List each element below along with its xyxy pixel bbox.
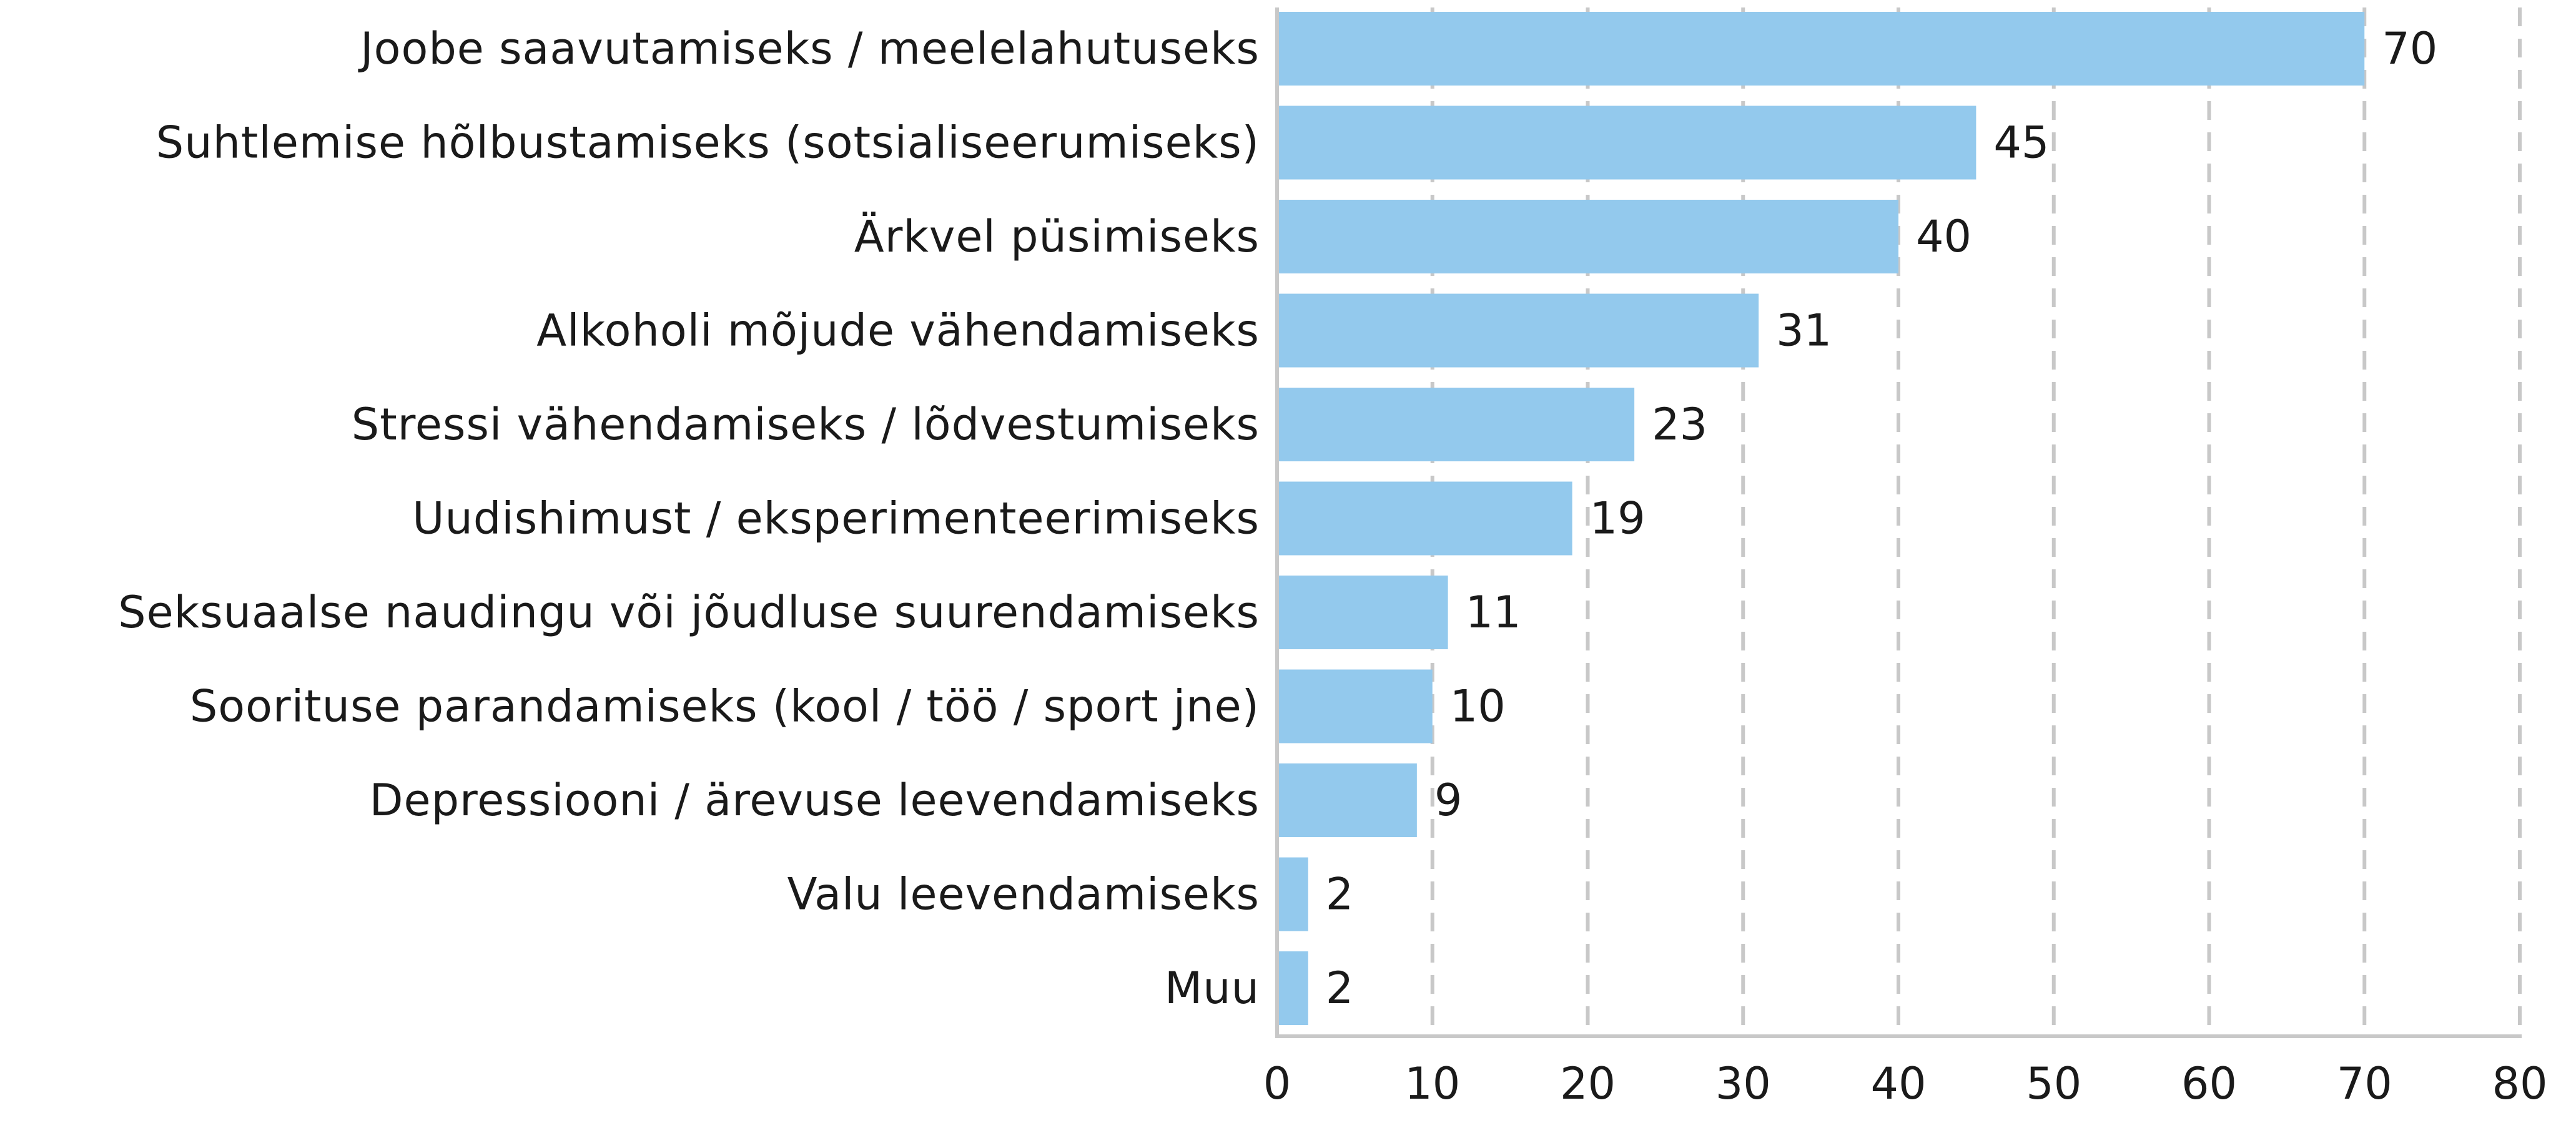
x-tick-label: 50 [2026,1058,2081,1109]
x-tick-label: 30 [1715,1058,1771,1109]
bar [1278,669,1433,743]
bar [1278,200,1898,273]
data-label: 45 [1993,117,2049,169]
data-label: 10 [1450,681,1506,732]
x-tick-label: 80 [2492,1058,2547,1109]
category-label: Suhtlemise hõlbustamiseks (sotsialiseeru… [156,117,1260,169]
x-tick-label: 20 [1560,1058,1616,1109]
data-label: 9 [1434,775,1463,826]
data-label: 11 [1466,587,1521,638]
bars-layer [1278,12,2365,1025]
category-label: Alkoholi mõjude vähendamiseks [536,305,1260,356]
category-label: Soorituse parandamiseks (kool / töö / sp… [190,681,1260,732]
category-label: Uudishimust / eksperimenteerimiseks [412,493,1260,544]
bar [1278,951,1308,1025]
data-label: 19 [1590,493,1646,544]
category-label: Joobe saavutamiseks / meelelahutuseks [358,23,1260,74]
bar [1278,763,1417,837]
category-label: Ärkvel püsimiseks [854,211,1260,262]
data-label: 70 [2382,23,2437,74]
category-label: Seksuaalse naudingu või jõudluse suurend… [118,587,1260,638]
bar [1278,576,1448,649]
bar [1278,481,1572,556]
x-tick-label: 10 [1404,1058,1460,1109]
bar [1278,857,1308,931]
axis-layer [1275,7,2522,1038]
data-label: 40 [1916,211,1971,262]
x-tick-label: 70 [2337,1058,2392,1109]
bar [1278,105,1976,180]
x-tick-label: 40 [1870,1058,1926,1109]
category-label: Depressiooni / ärevuse leevendamiseks [370,775,1260,826]
category-label: Muu [1165,963,1260,1014]
category-label: Valu leevendamiseks [787,869,1260,920]
category-label: Stressi vähendamiseks / lõdvestumiseks [352,399,1260,450]
labels-layer: 0 10 20 30 40 50 60 70 80 Joobe saavutamiseks / m… [118,23,2547,1109]
data-label: 31 [1776,305,1832,356]
x-tick-label: 60 [2181,1058,2237,1109]
x-tick-label: 0 [1263,1058,1291,1109]
data-label: 23 [1652,399,1707,450]
data-label: 2 [1326,869,1354,920]
bar [1278,12,2365,86]
data-label: 2 [1326,963,1354,1014]
bar [1278,293,1759,368]
bar [1278,388,1635,461]
